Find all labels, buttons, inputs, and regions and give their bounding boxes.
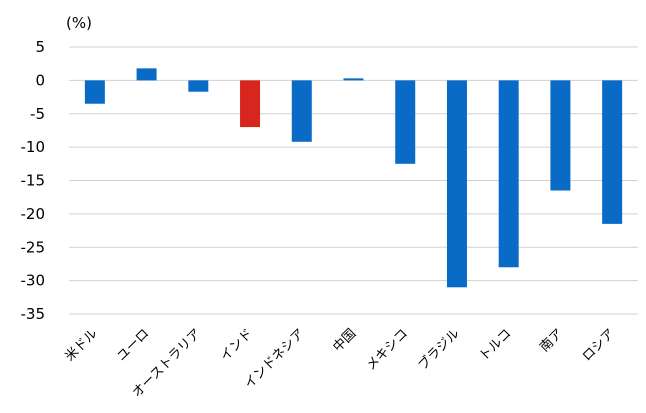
bar-6 [343,78,364,81]
x-category-label: ユーロ [114,326,152,364]
bar-7 [395,80,416,164]
x-category-label: ロシア [580,326,618,364]
bar-11 [602,80,623,224]
y-tick-label: 0 [35,71,45,89]
x-category-label: トルコ [477,326,515,364]
y-tick-label: -15 [21,172,46,190]
bar-9 [498,80,519,268]
x-category-label: ブラジル [415,326,463,374]
y-tick-label: -30 [21,272,46,290]
gridlines [69,46,638,315]
x-category-label: 米ドル [62,326,100,364]
y-tick-label: -35 [21,305,46,323]
bar-4 [240,80,261,128]
y-tick-label: -20 [21,205,46,223]
bar-10 [550,80,571,191]
bar-5 [291,80,312,142]
y-tick-label: -25 [21,238,46,256]
bar-1 [84,80,105,104]
y-tick-label: 5 [35,38,45,56]
x-category-label: メキシコ [364,326,411,373]
unit-label: (%) [66,14,92,32]
x-category-label: 南ア [537,326,567,356]
x-category-label: 中国 [330,326,359,355]
y-tick-label: -10 [21,138,46,156]
y-axis-tick-labels: 5 0 -5 -10 -15 -20 -25 -30 -35 [21,38,46,323]
x-category-label: インド [218,326,256,364]
y-tick-label: -5 [30,105,45,123]
bar-2 [136,68,157,81]
bar-3 [188,80,209,92]
bar-8 [446,80,467,288]
bars [84,68,623,288]
